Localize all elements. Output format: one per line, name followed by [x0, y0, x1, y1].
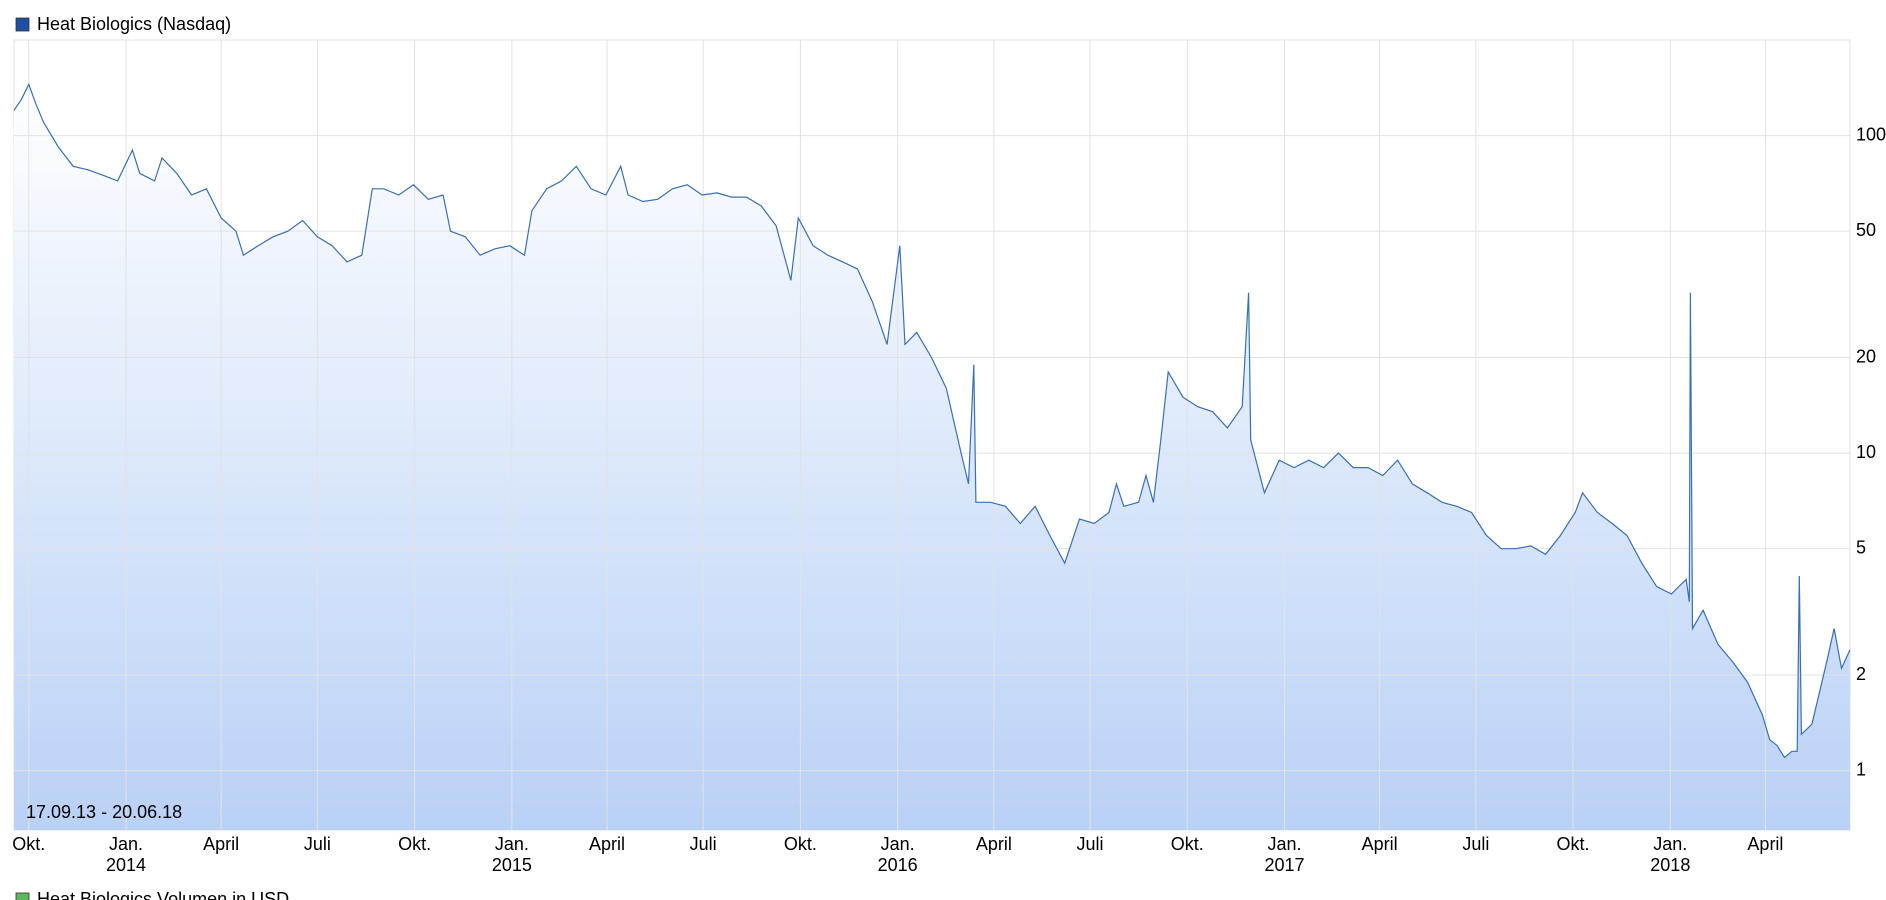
price-line	[13, 82, 1851, 759]
legend-swatch	[15, 17, 30, 32]
y-tick-label: 2	[1856, 664, 1866, 684]
x-tick-label: Juli	[1077, 834, 1104, 854]
x-tick-year: 2015	[492, 855, 532, 875]
x-tick-label: Jan.	[495, 834, 529, 854]
x-tick-label: Juli	[690, 834, 717, 854]
x-tick-label: Okt.	[784, 834, 817, 854]
x-tick-label: April	[1362, 834, 1398, 854]
x-tick-year: 2016	[878, 855, 918, 875]
legend-label: Heat Biologics (Nasdaq)	[37, 14, 231, 34]
y-tick-label: 5	[1856, 537, 1866, 557]
x-tick-year: 2014	[106, 855, 146, 875]
x-tick-year: 2018	[1650, 855, 1690, 875]
price-area	[14, 84, 1850, 831]
x-tick-label: Jan.	[109, 834, 143, 854]
x-tick-label: April	[203, 834, 239, 854]
y-tick-label: 10	[1856, 442, 1876, 462]
x-tick-label: Juli	[304, 834, 331, 854]
x-tick-label: Juli	[1462, 834, 1489, 854]
y-tick-label: 50	[1856, 220, 1876, 240]
y-tick-label: 100	[1856, 124, 1886, 144]
x-tick-label: April	[1747, 834, 1783, 854]
x-tick-label: April	[589, 834, 625, 854]
x-tick-label: Jan.	[881, 834, 915, 854]
y-tick-label: 20	[1856, 346, 1876, 366]
x-tick-label: Okt.	[1171, 834, 1204, 854]
x-tick-label: April	[976, 834, 1012, 854]
y-tick-label: 1	[1856, 759, 1866, 779]
range-label: 17.09.13 - 20.06.18	[26, 802, 182, 822]
legend-swatch	[15, 892, 30, 900]
legend-label: Heat Biologics Volumen in USD	[37, 889, 289, 900]
x-tick-label: Jan.	[1267, 834, 1301, 854]
x-tick-label: Okt.	[12, 834, 45, 854]
x-tick-label: Okt.	[398, 834, 431, 854]
x-tick-label: Jan.	[1653, 834, 1687, 854]
x-tick-year: 2017	[1264, 855, 1304, 875]
x-tick-label: Okt.	[1557, 834, 1590, 854]
